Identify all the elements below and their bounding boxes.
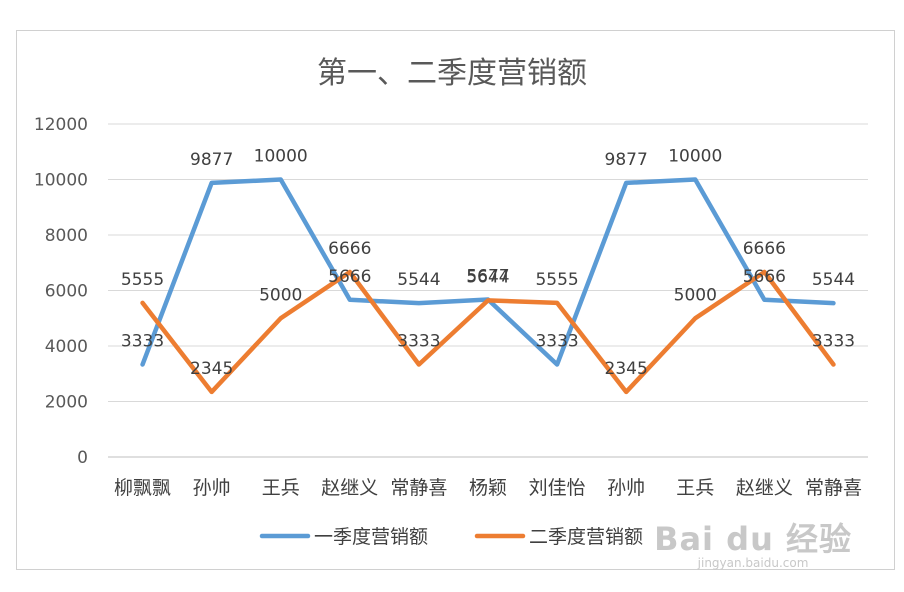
x-category-label: 赵继义	[736, 477, 793, 499]
y-tick-label: 2000	[45, 393, 88, 413]
legend-label: 二季度营销额	[529, 526, 643, 548]
watermark-main: Bai du 经验	[654, 520, 852, 558]
data-label: 5666	[328, 267, 371, 287]
data-label: 9877	[605, 150, 648, 170]
data-label: 5555	[121, 270, 164, 290]
x-category-label: 常静喜	[390, 477, 447, 499]
data-label: 2345	[605, 359, 648, 379]
x-category-label: 王兵	[262, 477, 300, 499]
y-tick-label: 0	[77, 448, 88, 468]
x-category-label: 常静喜	[805, 477, 862, 499]
data-label: 10000	[254, 147, 308, 167]
y-tick-label: 6000	[45, 282, 88, 302]
data-label: 10000	[668, 147, 722, 167]
x-category-label: 孙帅	[607, 477, 645, 499]
x-category-label: 赵继义	[321, 477, 378, 499]
data-label: 5555	[535, 270, 578, 290]
data-label: 5000	[674, 285, 717, 305]
data-label: 3333	[535, 332, 578, 352]
data-label: 9877	[190, 150, 233, 170]
data-label: 5544	[812, 270, 855, 290]
x-category-label: 王兵	[676, 477, 714, 499]
y-tick-label: 4000	[45, 337, 88, 357]
chart-title: 第一、二季度营销额	[317, 56, 587, 91]
data-label: 5677	[466, 266, 509, 286]
x-category-label: 刘佳怡	[529, 477, 586, 499]
data-label: 2345	[190, 359, 233, 379]
x-category-label: 孙帅	[193, 477, 231, 499]
data-label: 6666	[328, 239, 371, 259]
y-tick-label: 8000	[45, 226, 88, 246]
data-label: 6666	[743, 239, 786, 259]
watermark-sub: jingyan.baidu.com	[697, 556, 809, 570]
data-label: 5644	[466, 267, 509, 287]
x-category-label: 柳飘飘	[114, 477, 171, 499]
data-label: 3333	[812, 332, 855, 352]
baidu-watermark-logo: Bai du 经验 jingyan.baidu.com	[654, 514, 852, 570]
data-label: 3333	[121, 332, 164, 352]
data-label: 5000	[259, 285, 302, 305]
data-label: 5544	[397, 270, 440, 290]
data-label: 5666	[743, 267, 786, 287]
x-category-label: 杨颖	[469, 477, 507, 499]
data-label: 3333	[397, 332, 440, 352]
legend-label: 一季度营销额	[314, 526, 428, 548]
series-line	[140, 269, 836, 395]
y-tick-label: 12000	[34, 115, 88, 135]
y-tick-label: 10000	[34, 171, 88, 191]
